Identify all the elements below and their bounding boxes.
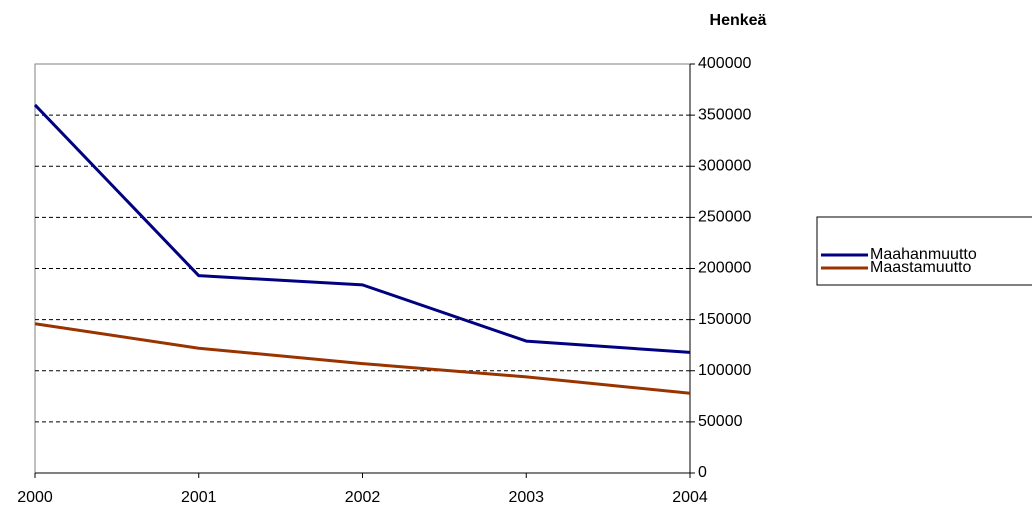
y-tick-label: 0: [698, 464, 707, 481]
legend-label: Maastamuutto: [870, 259, 971, 276]
y-tick-label: 150000: [698, 311, 751, 328]
y-tick-label: 200000: [698, 260, 751, 277]
legend-label: Maahanmuutto: [870, 246, 977, 263]
x-tick-label: 2004: [672, 489, 708, 506]
series-line: [34, 322, 691, 395]
x-tick-label: 2003: [508, 489, 544, 506]
y-tick-label: 400000: [698, 55, 751, 72]
y-axis-label: Henkeä: [710, 12, 767, 29]
x-tick-label: 2001: [181, 489, 217, 506]
y-tick-label: 300000: [698, 157, 751, 174]
y-tick-label: 50000: [698, 413, 743, 430]
y-tick-label: 100000: [698, 362, 751, 379]
legend-box: [816, 216, 1032, 286]
x-tick-label: 2002: [345, 489, 381, 506]
y-tick-label: 350000: [698, 106, 751, 123]
series-line: [33, 103, 691, 354]
x-tick-label: 2000: [17, 489, 53, 506]
y-tick-label: 250000: [698, 209, 751, 226]
